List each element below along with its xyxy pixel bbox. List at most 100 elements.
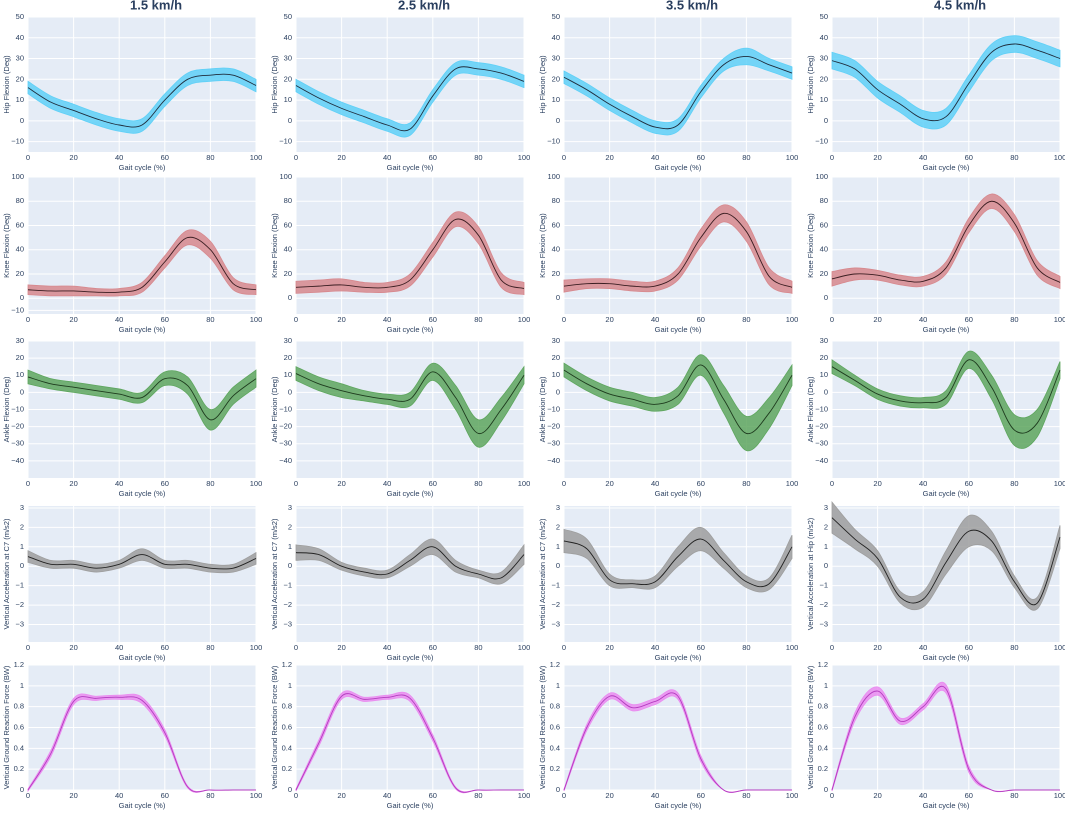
x-tick-label: 40 xyxy=(115,479,123,488)
y-tick-label: 3 xyxy=(556,503,560,512)
y-tick-label: 0 xyxy=(288,561,292,570)
x-tick-label: 60 xyxy=(161,643,169,652)
y-tick-label: 30 xyxy=(820,336,828,345)
y-tick-label: 0.4 xyxy=(550,743,560,752)
mean-line xyxy=(563,692,792,793)
y-tick-label: 0 xyxy=(20,116,24,125)
x-tick-label: 80 xyxy=(206,153,214,162)
x-tick-label: 0 xyxy=(830,479,834,488)
column-title: 1.5 km/h xyxy=(130,0,182,12)
x-tick-label: 40 xyxy=(919,315,927,324)
subplot: 0 20 40 60 80 100 −40 −30 −20 −10 0 10 20 30 Gait cycl… xyxy=(270,336,530,498)
x-tick-label: 20 xyxy=(337,315,345,324)
mean-line xyxy=(831,359,1061,434)
y-tick-label: 0.2 xyxy=(818,764,828,773)
x-tick-label: 60 xyxy=(965,643,973,652)
mean-line xyxy=(831,517,1061,606)
y-tick-label: 100 xyxy=(547,172,560,181)
x-tick-label: 60 xyxy=(161,791,169,800)
mean-line xyxy=(563,538,793,588)
y-tick-label: 20 xyxy=(284,74,292,83)
x-tick-label: 80 xyxy=(1010,479,1018,488)
x-tick-label: 80 xyxy=(474,643,482,652)
x-tick-label: 80 xyxy=(742,791,750,800)
x-tick-label: 60 xyxy=(965,791,973,800)
y-tick-label: 40 xyxy=(820,245,828,254)
x-tick-label: 80 xyxy=(474,315,482,324)
sd-band xyxy=(295,362,525,448)
x-tick-label: 100 xyxy=(518,791,531,800)
y-axis-label: Vertical Acceleration at C7 (m/s2) xyxy=(270,518,279,629)
y-tick-label: −30 xyxy=(279,439,292,448)
y-tick-label: 20 xyxy=(552,74,560,83)
x-tick-label: 60 xyxy=(161,315,169,324)
x-tick-label: 80 xyxy=(206,315,214,324)
y-tick-label: 0.8 xyxy=(282,702,292,711)
y-tick-label: −20 xyxy=(279,422,292,431)
y-axis-label: Hip Flexion (Deg) xyxy=(806,55,815,114)
x-tick-label: 20 xyxy=(69,315,77,324)
x-tick-label: 0 xyxy=(26,153,30,162)
y-tick-label: 80 xyxy=(820,196,828,205)
subplot: 0 20 40 60 80 100 0 20 40 60 80 100 Gait cycle (%) Kn… xyxy=(270,172,530,334)
x-tick-label: 40 xyxy=(651,643,659,652)
x-tick-label: 80 xyxy=(1010,153,1018,162)
x-tick-label: 60 xyxy=(161,153,169,162)
x-tick-label: 60 xyxy=(697,315,705,324)
y-tick-label: −1 xyxy=(15,581,24,590)
x-tick-label: 100 xyxy=(518,643,531,652)
x-axis-label: Gait cycle (%) xyxy=(387,325,434,334)
x-tick-label: 80 xyxy=(474,479,482,488)
x-tick-label: 80 xyxy=(1010,791,1018,800)
y-tick-label: 40 xyxy=(16,245,24,254)
y-tick-label: 20 xyxy=(820,74,828,83)
x-tick-label: 0 xyxy=(294,643,298,652)
y-tick-label: 0 xyxy=(556,561,560,570)
y-tick-label: −30 xyxy=(815,439,828,448)
mean-line xyxy=(27,554,257,570)
x-tick-label: 100 xyxy=(250,315,263,324)
y-axis-label: Hip Flexion (Deg) xyxy=(270,55,279,114)
y-axis-label: Ankle Flexion (Deg) xyxy=(538,376,547,442)
y-tick-label: 0.6 xyxy=(282,722,292,731)
x-axis-label: Gait cycle (%) xyxy=(923,163,970,172)
x-tick-label: 40 xyxy=(383,479,391,488)
x-axis-label: Gait cycle (%) xyxy=(119,489,166,498)
x-tick-label: 100 xyxy=(786,791,799,800)
y-axis-label: Knee Flexion (Deg) xyxy=(2,213,11,278)
x-tick-label: 0 xyxy=(26,791,30,800)
x-tick-label: 0 xyxy=(830,315,834,324)
y-axis-label: Ankle Flexion (Deg) xyxy=(806,376,815,442)
sd-band xyxy=(563,354,793,452)
x-tick-label: 40 xyxy=(919,643,927,652)
x-tick-label: 60 xyxy=(697,479,705,488)
x-tick-label: 0 xyxy=(26,479,30,488)
y-tick-label: −30 xyxy=(11,439,24,448)
x-axis-label: Gait cycle (%) xyxy=(387,801,434,810)
y-tick-label: 100 xyxy=(279,172,292,181)
y-axis-label: Vertical Ground Reaction Force (BW) xyxy=(2,665,11,789)
y-tick-label: 1.2 xyxy=(282,660,292,669)
y-tick-label: 2 xyxy=(556,522,560,531)
x-tick-label: 100 xyxy=(1054,315,1065,324)
subplot: 0 20 40 60 80 100 −40 −30 −20 −10 0 10 20 30 Gait cycl… xyxy=(2,336,262,498)
mean-line xyxy=(831,686,1060,792)
x-tick-label: 0 xyxy=(26,315,30,324)
x-axis-label: Gait cycle (%) xyxy=(119,325,166,334)
y-tick-label: 80 xyxy=(284,196,292,205)
x-axis-label: Gait cycle (%) xyxy=(387,653,434,662)
x-tick-label: 40 xyxy=(919,791,927,800)
x-tick-label: 100 xyxy=(786,153,799,162)
y-tick-label: 0 xyxy=(556,785,560,794)
y-tick-label: −10 xyxy=(547,404,560,413)
y-tick-label: −30 xyxy=(547,439,560,448)
x-tick-label: 20 xyxy=(337,153,345,162)
y-tick-label: −10 xyxy=(815,137,828,146)
y-axis-label: Vertical Ground Reaction Force (BW) xyxy=(806,665,815,789)
y-tick-label: 20 xyxy=(552,353,560,362)
y-tick-label: 0.8 xyxy=(550,702,560,711)
x-tick-label: 20 xyxy=(873,315,881,324)
mean-line xyxy=(27,73,257,128)
y-tick-label: 10 xyxy=(284,370,292,379)
